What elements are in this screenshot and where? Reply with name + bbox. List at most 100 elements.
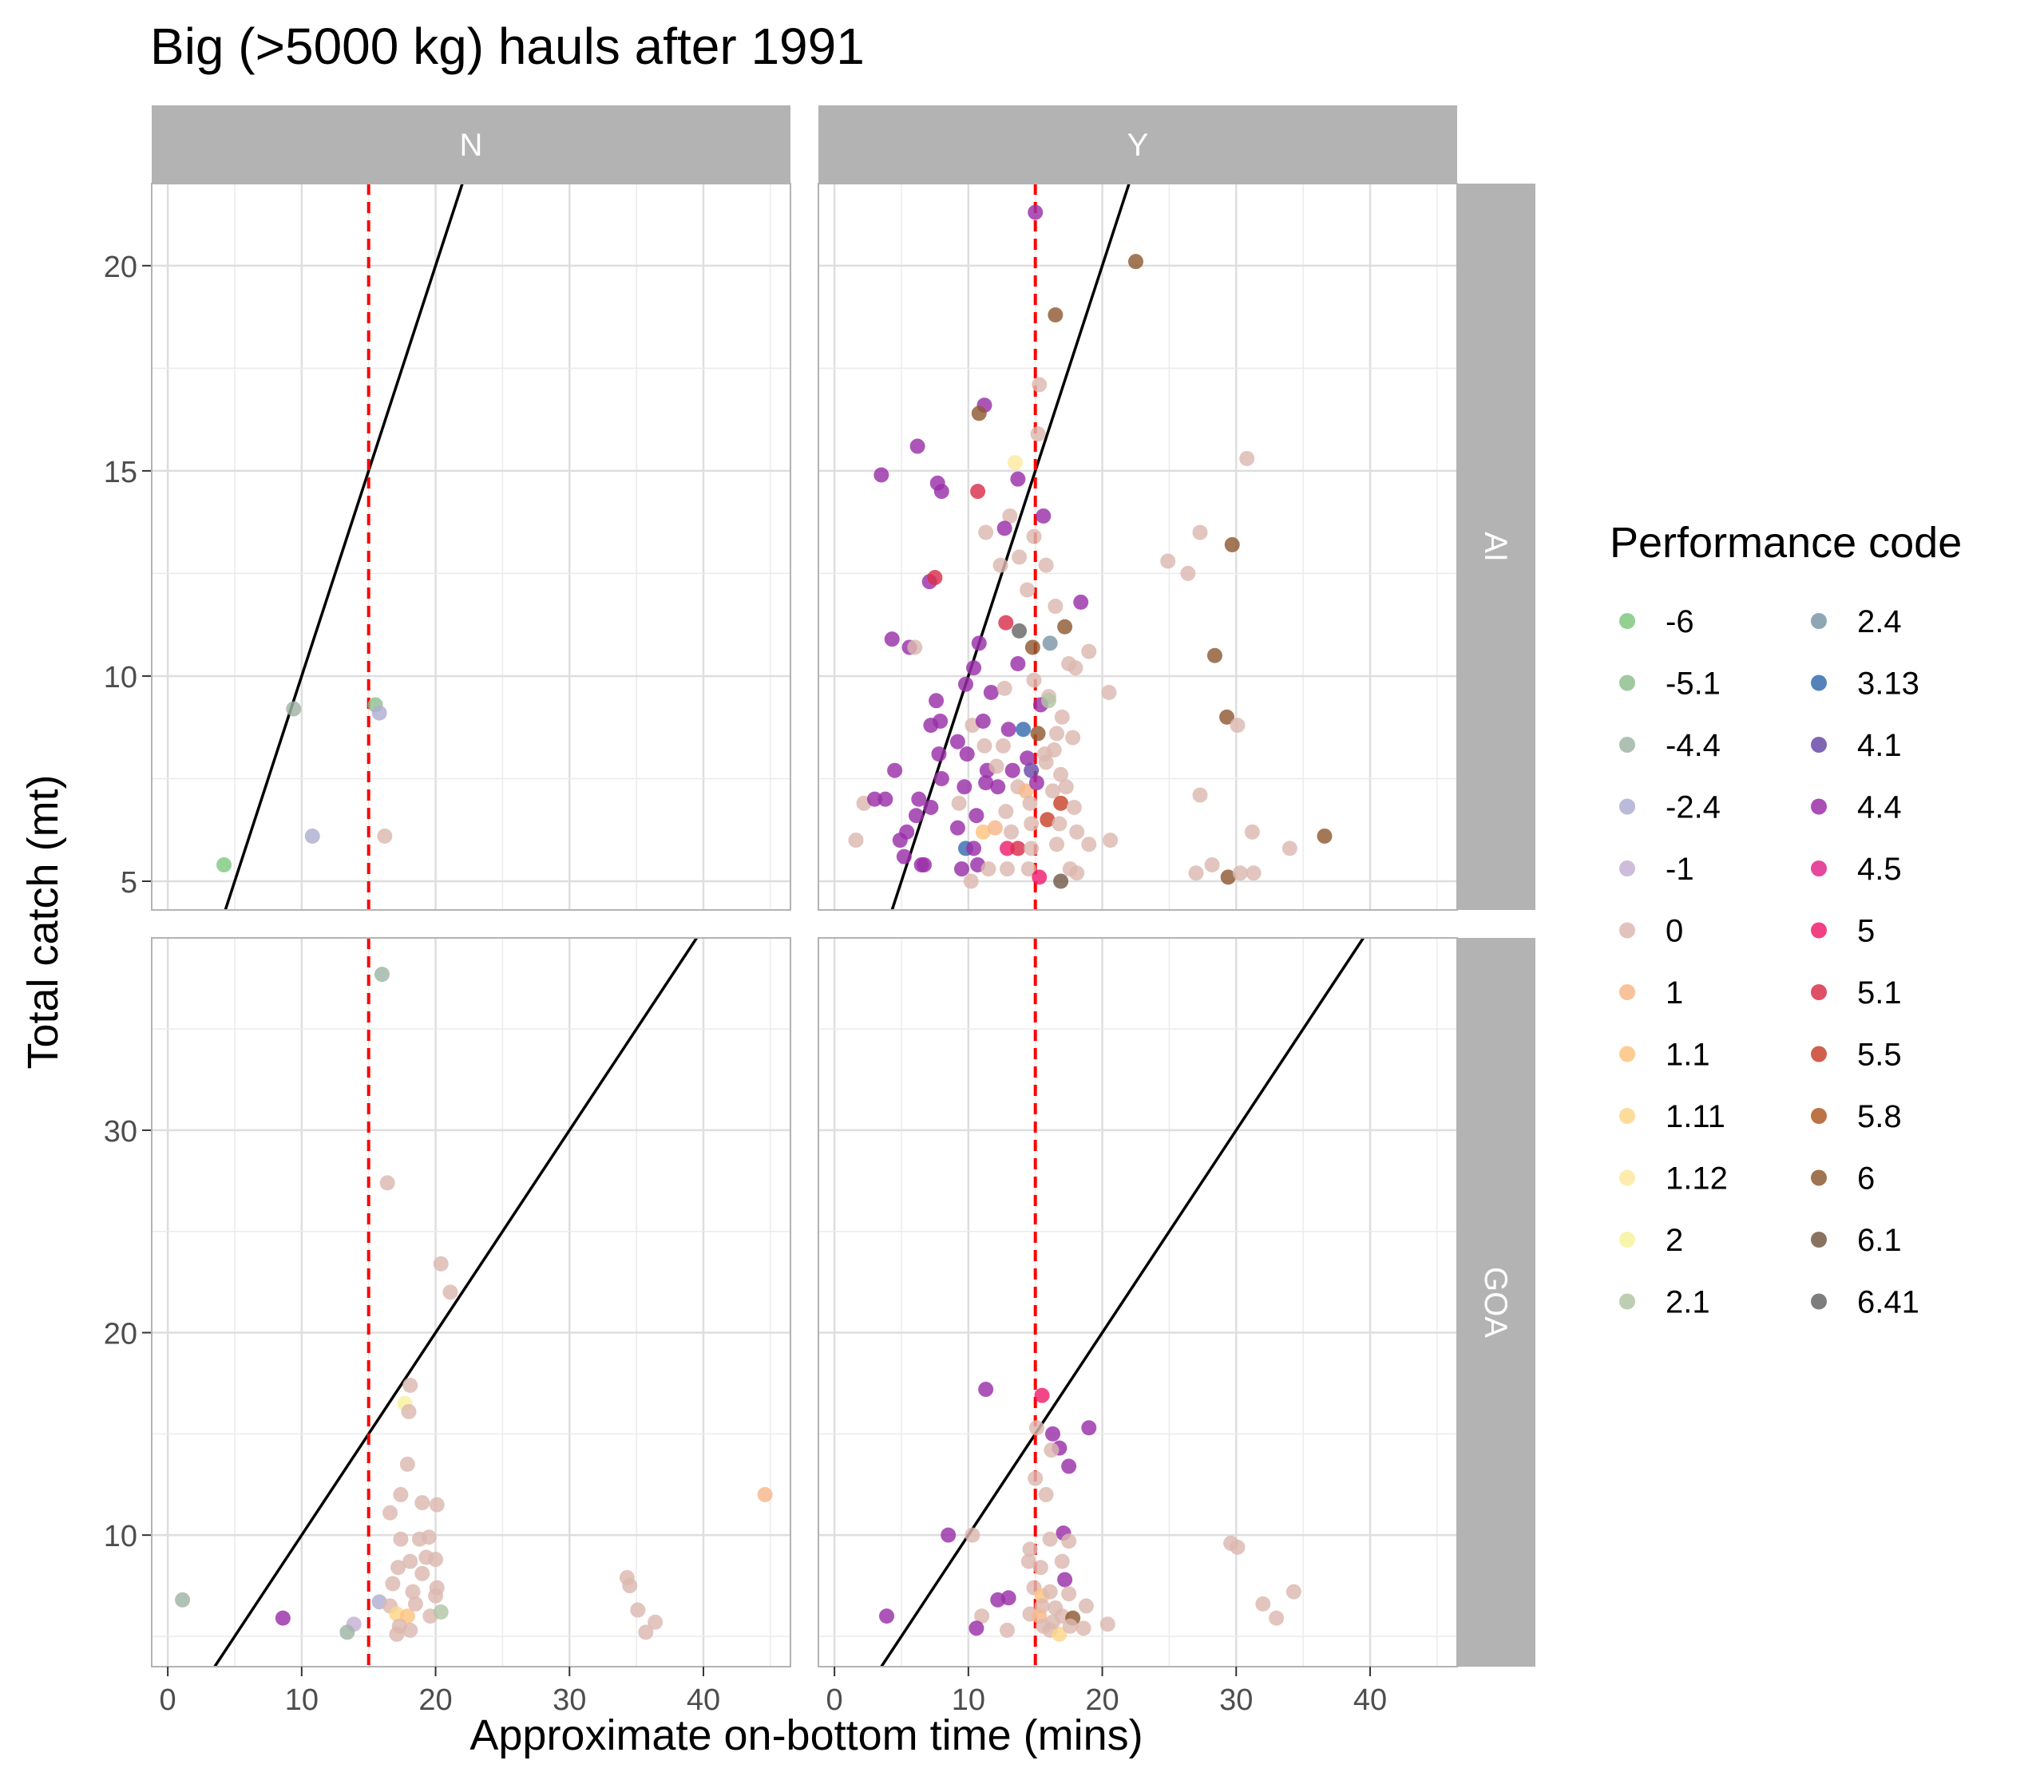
legend-label: 6 (1857, 1161, 1875, 1197)
data-point (1012, 549, 1028, 565)
panel-border (151, 183, 791, 911)
data-point (414, 1495, 430, 1511)
legend-swatch (1619, 1169, 1635, 1186)
data-point (1081, 643, 1097, 659)
data-point (969, 808, 984, 824)
data-point (908, 808, 924, 824)
x-tick-label: 30 (553, 1683, 586, 1717)
data-point (953, 861, 969, 877)
data-point (1028, 1420, 1044, 1436)
legend-label: 1.11 (1666, 1099, 1725, 1134)
legend-swatch (1619, 1293, 1635, 1310)
data-point (978, 1382, 994, 1398)
data-point (1160, 553, 1176, 569)
data-point (965, 1527, 980, 1543)
data-point (1224, 536, 1240, 552)
data-point (1042, 1531, 1058, 1547)
legend-entry: 6.41 (1811, 1285, 1919, 1320)
data-point (1075, 1620, 1091, 1636)
points (879, 1382, 1301, 1642)
data-point (1032, 1560, 1048, 1576)
legend-entry: 4.4 (1811, 790, 1902, 825)
data-point (848, 833, 864, 849)
legend-label: -1 (1666, 852, 1694, 887)
facet-strip-goa: GOA (1457, 938, 1535, 1667)
data-point (1192, 524, 1208, 540)
legend-entry: -6 (1619, 604, 1694, 639)
data-point (638, 1624, 654, 1640)
data-point (1101, 685, 1117, 701)
data-point (978, 775, 994, 791)
data-point (1053, 766, 1069, 782)
x-tick-label: 30 (1219, 1683, 1253, 1717)
legend-swatch (1619, 613, 1635, 629)
chart-title: Big (>5000 kg) hauls after 1991 (150, 18, 865, 75)
data-point (1020, 1553, 1036, 1569)
data-point (1049, 837, 1065, 852)
legend-label: 4.4 (1857, 790, 1902, 825)
data-point (1281, 841, 1297, 856)
data-point (1020, 750, 1036, 766)
legend-entry: -5.1 (1619, 667, 1721, 702)
data-point (1239, 450, 1255, 466)
data-point (909, 438, 925, 454)
data-point (389, 1626, 405, 1642)
gridlines (152, 184, 790, 910)
panel-ai-n (151, 183, 791, 911)
legend-swatch (1619, 674, 1635, 691)
data-point (433, 1604, 449, 1620)
data-point (983, 685, 999, 701)
panel-ai-y (818, 183, 1458, 911)
data-point (630, 1602, 646, 1618)
points (216, 697, 393, 872)
data-point (990, 779, 1006, 795)
data-point (401, 1403, 417, 1419)
y-tick-label: 30 (104, 1115, 137, 1149)
data-point (1004, 762, 1020, 778)
x-tick-label: 0 (826, 1683, 843, 1717)
data-point (1127, 254, 1143, 270)
points (848, 204, 1333, 889)
data-point (1000, 722, 1016, 738)
data-point (929, 693, 945, 709)
data-point (1246, 865, 1262, 881)
legend-swatch (1619, 1108, 1635, 1124)
data-point (1028, 204, 1044, 220)
data-point (1026, 528, 1042, 544)
data-point (1061, 1586, 1077, 1602)
data-point (1069, 824, 1085, 840)
legend-label: 5 (1857, 914, 1875, 949)
data-point (1045, 1426, 1061, 1442)
legend-swatch (1811, 613, 1827, 629)
data-point (1010, 841, 1026, 856)
legend-label: 6.1 (1857, 1223, 1902, 1258)
y-tick-label: 15 (104, 456, 137, 489)
data-point (1069, 865, 1085, 881)
data-point (998, 804, 1014, 820)
legend-label: -4.4 (1666, 728, 1721, 763)
data-point (648, 1614, 664, 1630)
data-point (1066, 799, 1082, 815)
data-point (1042, 1584, 1058, 1600)
legend-swatch (1811, 1293, 1827, 1310)
facet-strip-n: N (152, 105, 790, 184)
x-tick-label: 20 (418, 1683, 452, 1717)
data-point (1065, 730, 1081, 746)
data-point (1061, 1458, 1077, 1474)
legend-entry: 2.1 (1619, 1285, 1710, 1320)
data-point (957, 779, 972, 795)
legend-label: 0 (1666, 914, 1683, 949)
data-point (1026, 672, 1042, 688)
legend-swatch (1811, 798, 1827, 815)
data-point (304, 828, 320, 844)
data-point (966, 660, 982, 676)
legend-entry: -4.4 (1619, 728, 1721, 763)
legend-swatch (1811, 1232, 1827, 1248)
data-point (421, 1529, 437, 1545)
data-point (1008, 455, 1024, 471)
panel-border (818, 937, 1458, 1667)
data-point (1073, 594, 1089, 610)
legend-entry: 5.8 (1811, 1099, 1902, 1134)
